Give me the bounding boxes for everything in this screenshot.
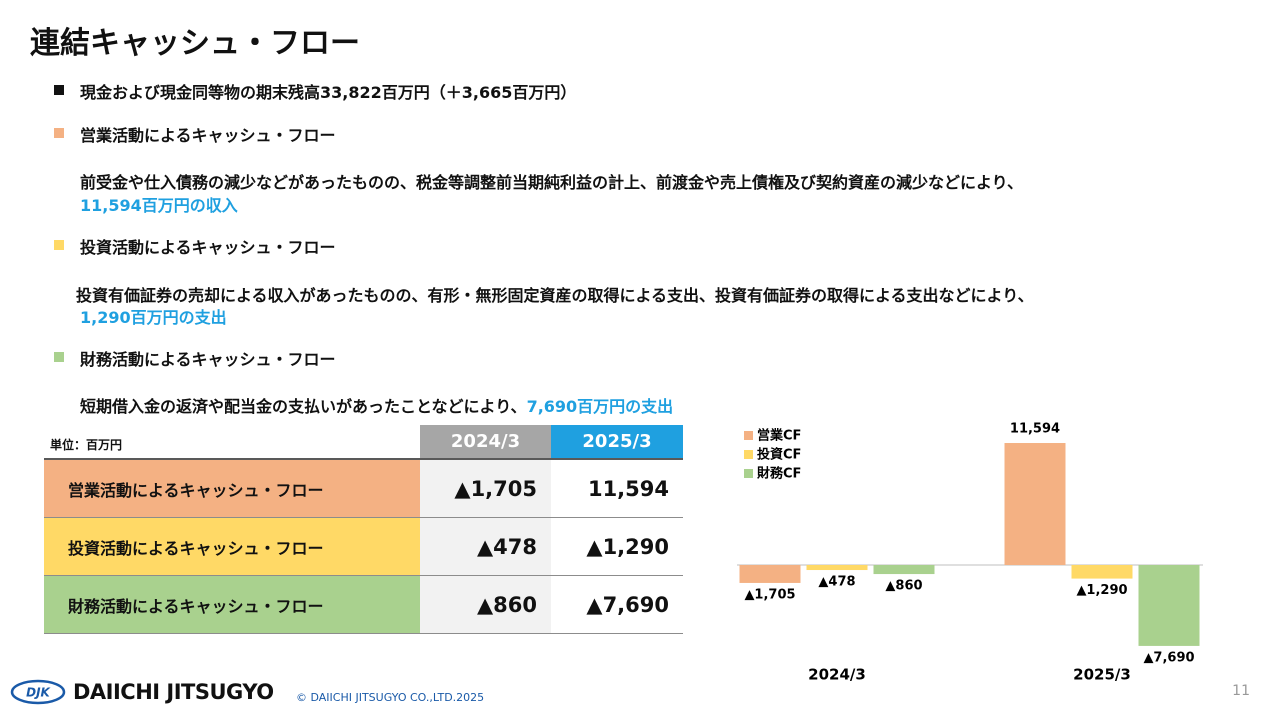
- bullet: [54, 85, 64, 95]
- title: 連結キャッシュ・フロー: [30, 26, 360, 61]
- summary: 現金および現金同等物の期末残高33,822百万円（＋3,665百万円）: [80, 83, 577, 102]
- unit: 単位：百万円: [50, 438, 123, 452]
- data-label: ▲7,690: [1143, 650, 1194, 665]
- row-label: 営業活動によるキャッシュ・フロー: [44, 460, 420, 518]
- bar: [739, 565, 801, 583]
- table-top-rule: [44, 458, 683, 460]
- highlight: 1,290百万円の支出: [80, 308, 227, 327]
- cell-value: 11,594: [551, 460, 683, 518]
- bar: [1071, 565, 1133, 579]
- column-header: 2025/3: [551, 425, 683, 458]
- x-tick-label: 2024/3: [808, 666, 866, 684]
- heading: 営業活動によるキャッシュ・フロー: [80, 126, 336, 145]
- body-line: 短期借入金の返済や配当金の支払いがあったことなどにより、7,690百万円の支出: [80, 393, 673, 417]
- x-tick-label: 2025/3: [1073, 666, 1131, 684]
- page-number: 11: [1232, 683, 1250, 699]
- cell-value: ▲1,705: [420, 460, 551, 518]
- heading: 投資活動によるキャッシュ・フロー: [80, 238, 336, 257]
- data-label: ▲860: [885, 579, 922, 594]
- bar: [873, 565, 935, 575]
- legend-swatch: [744, 431, 753, 440]
- body: 短期借入金の返済や配当金の支払いがあったことなどにより、: [80, 397, 527, 416]
- bullet: [54, 352, 64, 362]
- legend-swatch: [744, 469, 753, 478]
- bar: [806, 565, 868, 571]
- body: 投資有価証券の売却による収入があったものの、有形・無形固定資産の取得による支出、…: [76, 286, 1034, 305]
- logo-mark: DJK: [26, 686, 51, 700]
- legend-label: 投資CF: [757, 447, 801, 463]
- bullet: [54, 128, 64, 138]
- legend-swatch: [744, 450, 753, 459]
- data-label: 11,594: [1010, 422, 1060, 437]
- legend-label: 営業CF: [757, 428, 801, 444]
- row-label: 投資活動によるキャッシュ・フロー: [44, 518, 420, 576]
- highlight: 7,690百万円の支出: [526, 397, 674, 416]
- cell-value: ▲7,690: [551, 576, 683, 634]
- data-label: ▲1,290: [1076, 583, 1127, 598]
- heading: 財務活動によるキャッシュ・フロー: [80, 350, 336, 369]
- data-label: ▲478: [818, 575, 855, 590]
- bullet: [54, 240, 64, 250]
- column-header: 2024/3: [420, 425, 551, 458]
- highlight: 11,594百万円の収入: [80, 196, 238, 215]
- cell-value: ▲1,290: [551, 518, 683, 576]
- data-label: ▲1,705: [744, 587, 795, 602]
- body: 前受金や仕入債務の減少などがあったものの、税金等調整前当期純利益の計上、前渡金や…: [80, 173, 1024, 192]
- logo-mark-shape: [10, 679, 66, 705]
- logo: DAIICHI JITSUGYO: [73, 680, 274, 704]
- bar: [1138, 565, 1200, 646]
- cell-value: ▲860: [420, 576, 551, 634]
- row-label: 財務活動によるキャッシュ・フロー: [44, 576, 420, 634]
- legend-label: 財務CF: [756, 466, 801, 482]
- copyright: © DAIICHI JITSUGYO CO.,LTD.2025: [296, 691, 484, 704]
- cell-value: ▲478: [420, 518, 551, 576]
- bar: [1004, 443, 1066, 566]
